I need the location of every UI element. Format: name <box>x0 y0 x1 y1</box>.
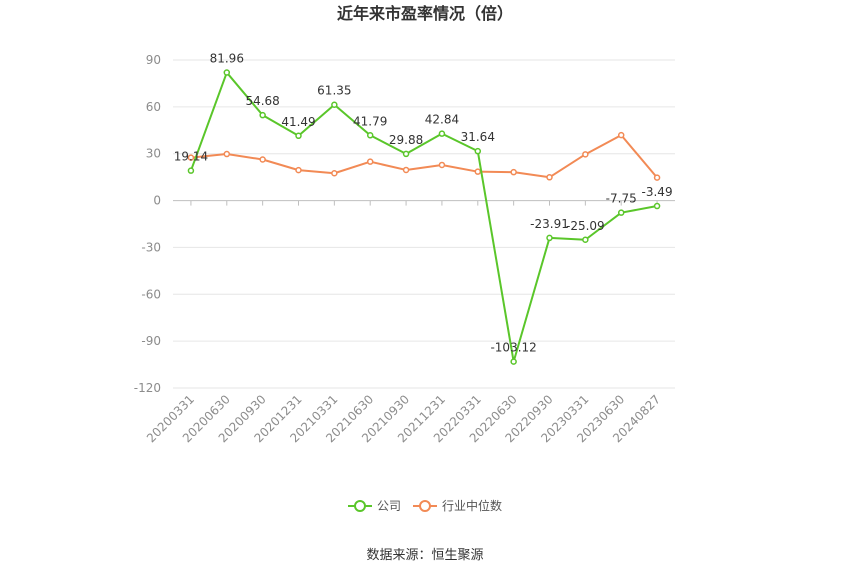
data-label: -3.49 <box>642 185 673 199</box>
data-label: -103.12 <box>490 341 536 355</box>
data-point <box>331 169 338 177</box>
data-point <box>474 168 482 175</box>
legend: 公司 行业中位数 <box>348 498 502 513</box>
data-point <box>187 154 195 161</box>
y-tick-label: -30 <box>141 240 161 254</box>
y-tick-label: 30 <box>146 147 161 161</box>
data-point <box>510 168 517 176</box>
data-label: 81.96 <box>210 52 244 66</box>
data-point <box>582 236 589 244</box>
data-point <box>617 131 625 139</box>
data-point <box>259 156 266 163</box>
legend-marker-icon <box>354 500 366 512</box>
data-point <box>223 150 231 158</box>
chart-title: 近年来市盈率情况（倍） <box>337 4 513 23</box>
data-label: 41.79 <box>353 114 387 128</box>
y-tick-label: -60 <box>141 287 161 301</box>
legend-item-company[interactable]: 公司 <box>348 499 401 513</box>
legend-marker-icon <box>419 500 431 512</box>
legend-label: 行业中位数 <box>442 498 502 513</box>
data-source: 数据来源：恒生聚源 <box>366 548 483 563</box>
data-point <box>259 111 266 119</box>
data-label: -23.91 <box>530 217 569 231</box>
series-company <box>187 69 661 365</box>
series-layer <box>187 69 661 365</box>
data-label: 41.49 <box>281 115 315 129</box>
legend-item-industry-median[interactable]: 行业中位数 <box>413 498 502 513</box>
data-point <box>510 358 517 365</box>
data-label: -7.75 <box>606 192 637 206</box>
data-label: 31.64 <box>461 130 495 144</box>
data-point <box>438 130 446 137</box>
data-point <box>546 234 553 242</box>
y-tick-label: 60 <box>146 100 161 114</box>
data-label: 61.35 <box>317 84 351 98</box>
data-point <box>653 202 661 210</box>
data-point <box>331 101 338 108</box>
data-point <box>295 132 302 140</box>
data-label: -25.09 <box>566 219 605 233</box>
data-label: 54.68 <box>245 94 279 108</box>
series-line <box>190 134 658 179</box>
y-tick-label: -90 <box>141 334 161 348</box>
data-label: 42.84 <box>425 113 459 127</box>
series-industry-median <box>187 131 661 181</box>
data-point <box>438 161 446 169</box>
y-axis: 90 60 30 0 -30 -60 -90 -120 <box>134 53 161 395</box>
data-label: 29.88 <box>389 133 423 147</box>
data-point <box>582 151 589 158</box>
data-point <box>402 150 410 158</box>
legend-label: 公司 <box>377 499 401 513</box>
data-point <box>617 209 625 216</box>
y-tick-label: -120 <box>134 381 161 395</box>
data-point <box>474 147 482 155</box>
data-point <box>653 174 661 181</box>
data-point <box>295 166 302 174</box>
series-line <box>189 71 658 363</box>
data-point <box>546 174 553 181</box>
y-tick-label: 0 <box>153 194 161 208</box>
data-label: 19.14 <box>174 150 208 164</box>
data-point <box>187 167 195 174</box>
data-point <box>366 158 374 165</box>
data-point <box>402 166 410 174</box>
y-tick-label: 90 <box>146 53 161 67</box>
data-point <box>366 132 374 139</box>
data-point <box>223 69 231 76</box>
